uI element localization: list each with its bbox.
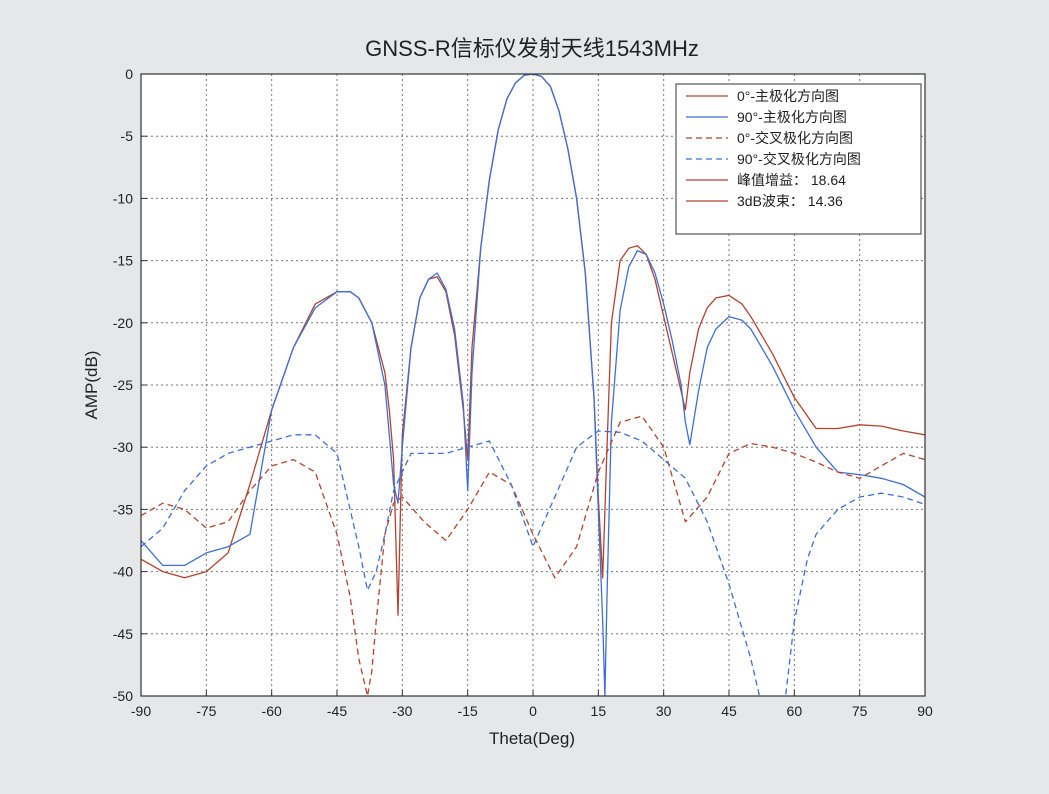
x-tick-label: 0: [529, 703, 537, 719]
y-tick-labels: 0 -5 -10 -15 -20 -25 -30 -35 -40 -45 -50: [113, 66, 133, 704]
y-tick-label: -20: [113, 315, 133, 331]
y-tick-label: -45: [113, 626, 133, 642]
x-tick-label: -15: [458, 703, 478, 719]
y-axis-label: AMP(dB): [82, 351, 101, 420]
y-tick-label: -40: [113, 564, 133, 580]
legend-entry: 峰值增益： 18.64: [737, 172, 846, 188]
chart-title: GNSS-R信标仪发射天线1543MHz: [365, 36, 699, 61]
legend: 0°-主极化方向图 90°-主极化方向图 0°-交叉极化方向图 90°-交叉极化方向图…: [675, 83, 922, 235]
x-tick-label: -75: [196, 703, 216, 719]
x-tick-label: -30: [392, 703, 412, 719]
plot-frame: [140, 73, 926, 697]
y-tick-label: -30: [113, 439, 133, 455]
x-tick-label: 30: [656, 703, 672, 719]
series-line-2: [141, 74, 925, 696]
legend-entry: 0°-主极化方向图: [737, 88, 839, 104]
y-tick-label: -15: [113, 253, 133, 269]
x-tick-label: -45: [327, 703, 347, 719]
x-axis-label: Theta(Deg): [489, 729, 575, 748]
legend-entry: 0°-交叉极化方向图: [737, 130, 853, 146]
legend-entry: 90°-交叉极化方向图: [737, 151, 861, 167]
legend-entry: 3dB波束： 14.36: [737, 193, 843, 209]
x-tick-label: -60: [262, 703, 282, 719]
y-tick-label: -25: [113, 377, 133, 393]
y-tick-label: -35: [113, 501, 133, 517]
x-tick-label: 45: [721, 703, 737, 719]
series-line-3: [141, 415, 925, 696]
x-tick-label: 75: [852, 703, 868, 719]
series-lines: [141, 74, 925, 696]
x-tick-label: -90: [131, 703, 151, 719]
y-tick-label: -5: [121, 128, 134, 144]
y-tick-label: -10: [113, 190, 133, 206]
x-tick-labels: -90 -75 -60 -45 -30 -15 0 15 30 45 60 75 90: [131, 703, 933, 719]
x-tick-label: 60: [787, 703, 803, 719]
x-tick-label: 15: [591, 703, 607, 719]
x-tick-label: 90: [917, 703, 933, 719]
y-tick-label: 0: [125, 66, 133, 82]
legend-entry: 90°-主极化方向图: [737, 109, 847, 125]
series-line-4: [141, 430, 925, 696]
grid-lines: [140, 73, 926, 697]
y-tick-label: -50: [113, 688, 133, 704]
